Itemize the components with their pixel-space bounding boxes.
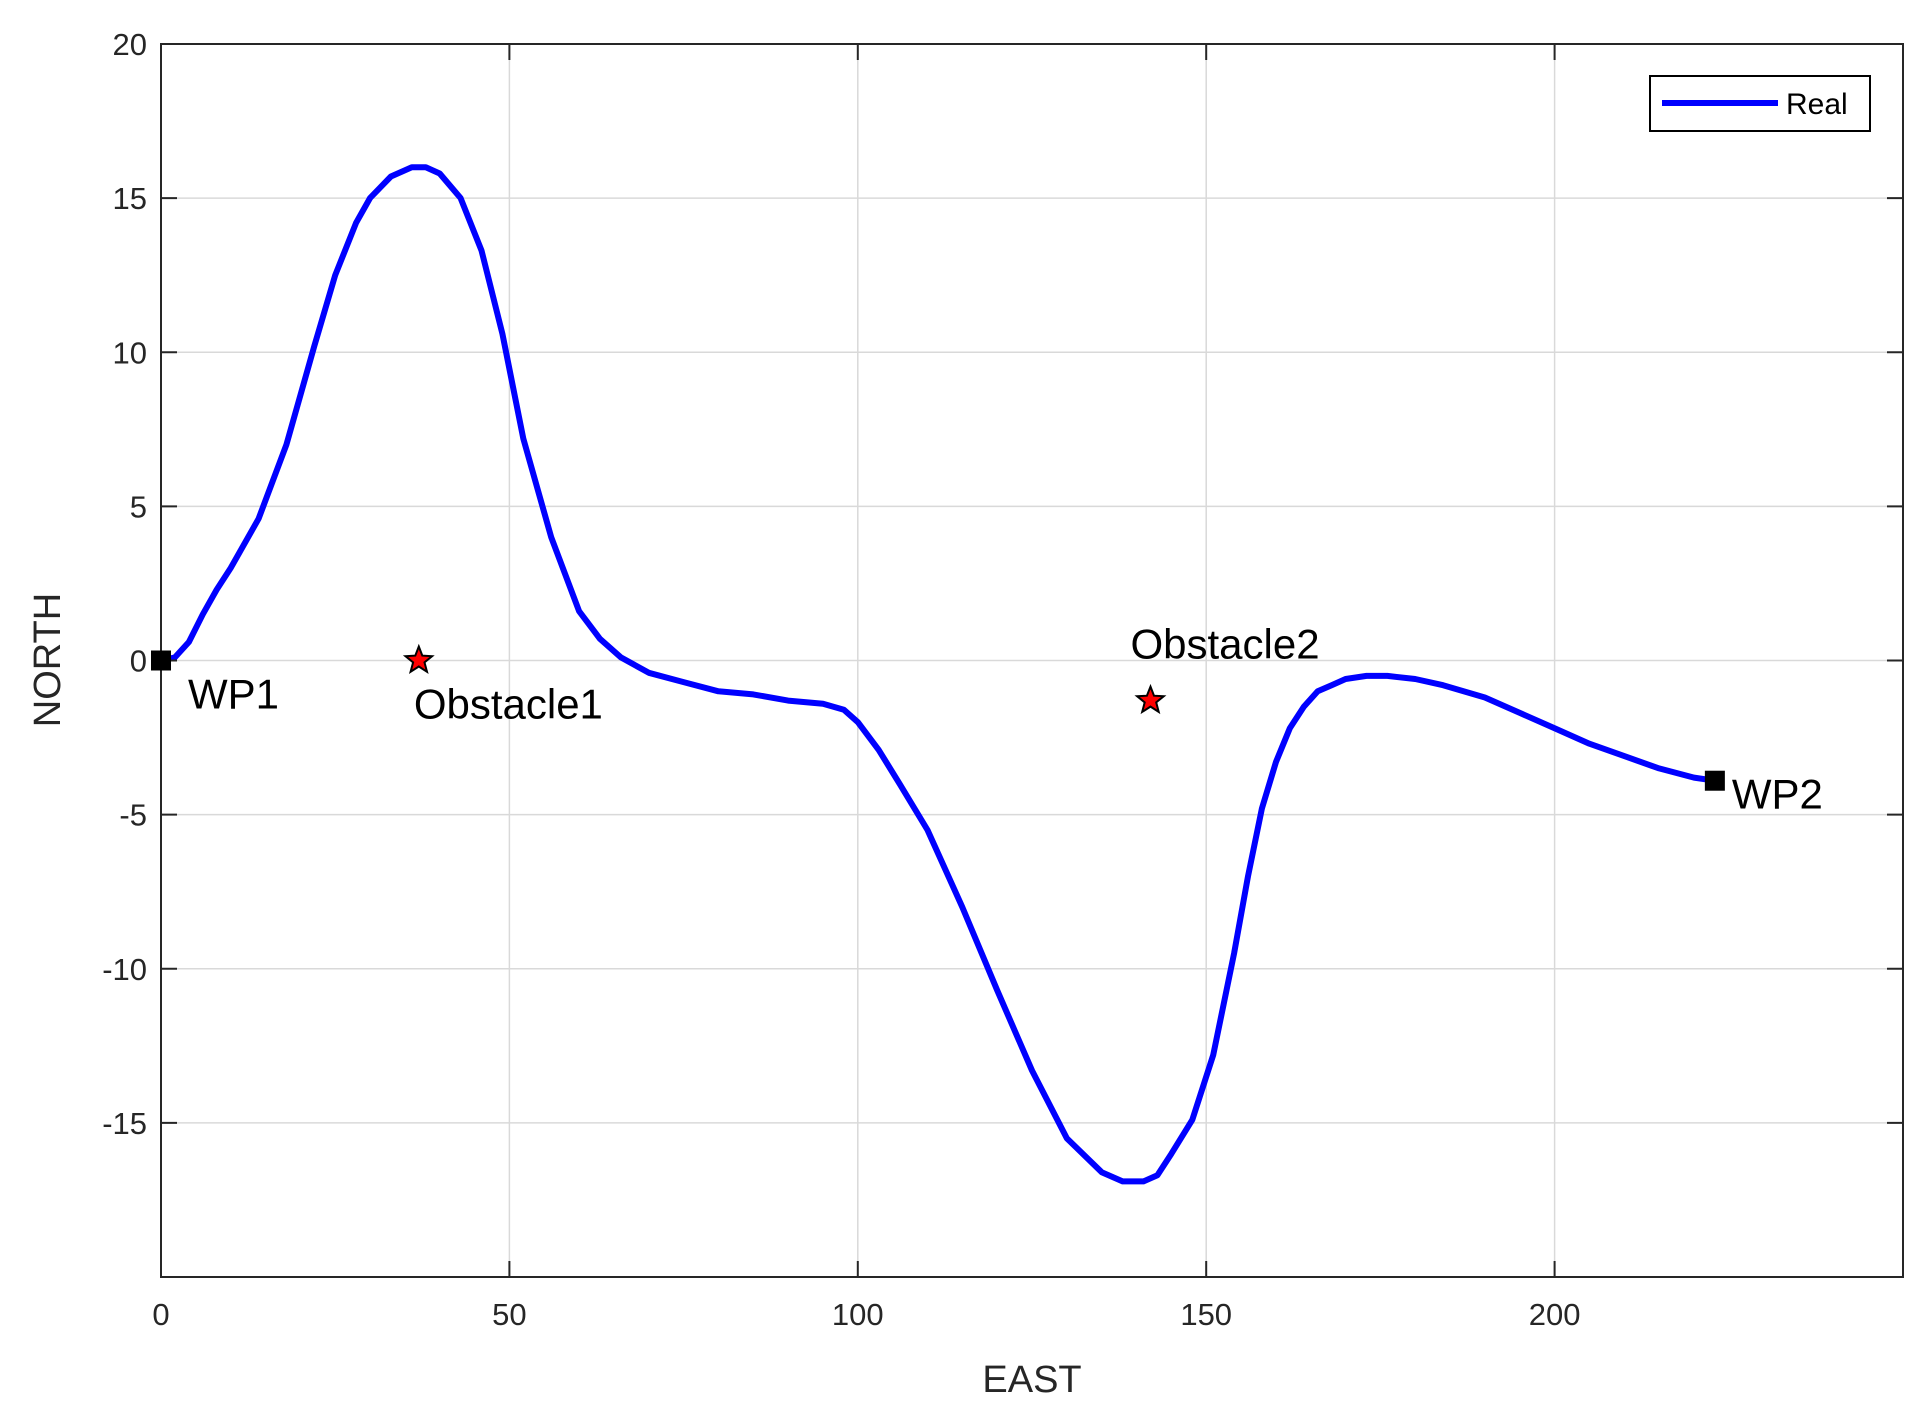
series-layer	[158, 164, 1718, 1185]
y-tick-label: -10	[102, 952, 147, 987]
waypoint-marker	[1704, 770, 1725, 791]
waypoint-label: WP1	[188, 671, 279, 718]
y-tick-label: 20	[113, 27, 147, 62]
y-axis-title: NORTH	[27, 593, 69, 727]
y-tick-label: 10	[113, 335, 147, 370]
grid	[161, 44, 1903, 1277]
y-tick-label: -5	[119, 798, 147, 833]
markers-layer: WP1 WP2 Obstacle1 Obstacle2	[151, 621, 1823, 818]
waypoint-marker	[151, 650, 171, 671]
legend-label: Real	[1786, 88, 1848, 121]
y-tick-label: 15	[113, 181, 147, 216]
x-tick-label: 0	[152, 1297, 169, 1332]
x-tick-label: 50	[492, 1297, 526, 1332]
x-tick-label: 200	[1529, 1297, 1581, 1332]
y-tick-label: 0	[130, 644, 147, 679]
obstacle-star-icon	[402, 643, 435, 675]
y-tick-label: 5	[130, 489, 147, 524]
x-tick-label: 150	[1180, 1297, 1232, 1332]
legend: Real	[1649, 75, 1871, 132]
x-axis-title: EAST	[982, 1359, 1081, 1401]
y-tick-label: -15	[102, 1106, 147, 1141]
waypoint-label: WP2	[1732, 771, 1823, 818]
obstacle-label: Obstacle2	[1130, 621, 1319, 668]
x-tick-label: 100	[832, 1297, 884, 1332]
obstacle-label: Obstacle1	[414, 681, 603, 728]
series-line-real	[158, 164, 1718, 1185]
obstacle-star-icon	[1134, 683, 1167, 715]
